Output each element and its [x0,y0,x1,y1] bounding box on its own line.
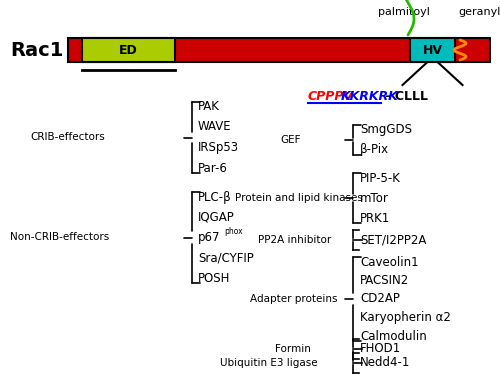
Text: SET/I2PP2A: SET/I2PP2A [360,234,426,246]
Text: Karyopherin α2: Karyopherin α2 [360,312,451,324]
Bar [68,38,490,62]
Text: Formin: Formin [275,344,311,354]
Text: geranylgeranyl: geranylgeranyl [458,7,500,17]
Text: WAVE: WAVE [198,120,232,134]
Text: POSH: POSH [198,272,230,285]
Text: Par-6: Par-6 [198,162,228,174]
Text: Calmodulin: Calmodulin [360,330,427,342]
Bar [410,38,455,62]
Text: ED: ED [119,44,138,57]
Text: CD2AP: CD2AP [360,291,400,304]
Text: CPPPV: CPPPV [308,90,354,104]
Bar [82,38,175,62]
Text: IRSp53: IRSp53 [198,141,239,154]
Text: GEF: GEF [280,135,300,145]
Text: PACSIN2: PACSIN2 [360,273,409,286]
Text: Protein and lipid kinases: Protein and lipid kinases [235,193,363,203]
Text: Caveolin1: Caveolin1 [360,255,418,268]
Text: PAK: PAK [198,100,220,114]
Text: PP2A inhibitor: PP2A inhibitor [258,235,331,245]
Text: FHOD1: FHOD1 [360,342,401,355]
Text: phox: phox [224,228,242,237]
Text: PRK1: PRK1 [360,211,390,225]
Text: Sra/CYFIP: Sra/CYFIP [198,252,254,264]
Text: Ubiquitin E3 ligase: Ubiquitin E3 ligase [220,358,318,368]
Text: p67: p67 [198,231,220,243]
Text: CRIB-effectors: CRIB-effectors [30,132,105,142]
Text: IQGAP: IQGAP [198,210,235,224]
Text: Nedd4-1: Nedd4-1 [360,357,410,369]
Text: PIP-5-K: PIP-5-K [360,171,401,184]
Text: PLC-β: PLC-β [198,190,232,204]
Text: Non-CRIB-effectors: Non-CRIB-effectors [10,232,109,243]
Text: SmgGDS: SmgGDS [360,123,412,136]
Text: KKRKRK: KKRKRK [341,90,399,104]
Text: HV: HV [422,44,442,57]
Text: β-Pix: β-Pix [360,144,389,156]
Text: Adapter proteins: Adapter proteins [250,294,338,304]
Text: palmitoyl: palmitoyl [378,7,430,17]
Text: - CLLL: - CLLL [381,90,428,104]
Text: Rac1: Rac1 [10,40,64,60]
Text: mTor: mTor [360,192,389,204]
